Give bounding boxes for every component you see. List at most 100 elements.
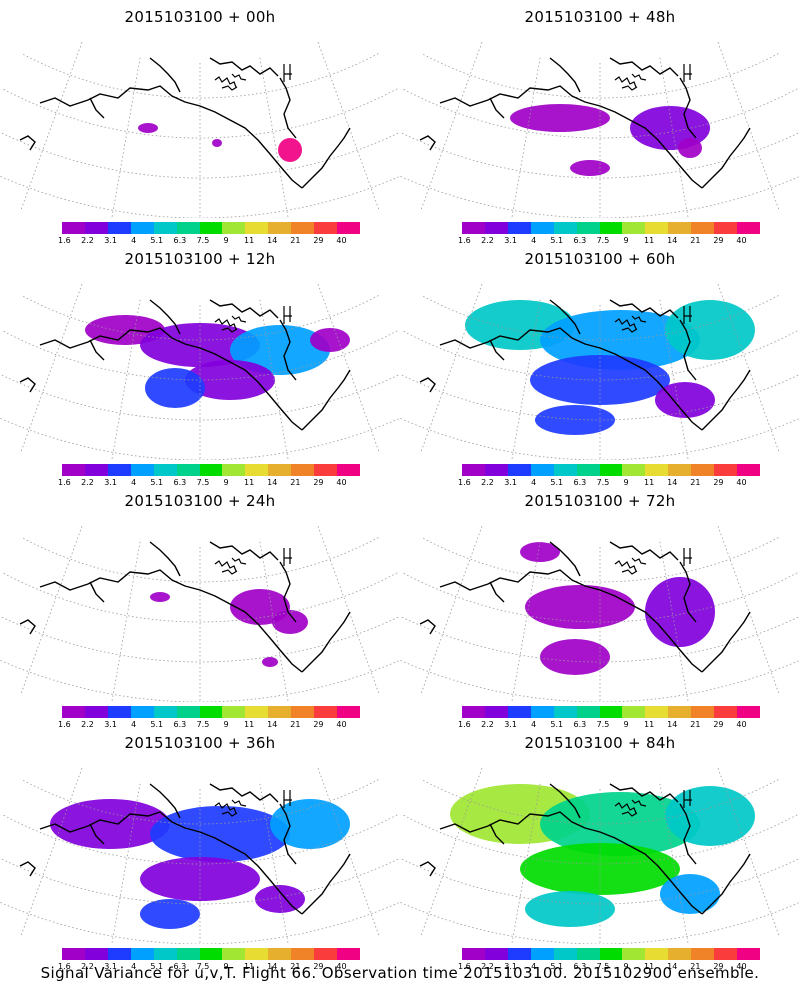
colorbar-swatch: [484, 222, 508, 234]
colorbar-swatch: [314, 222, 338, 234]
colorbar-label: 5.1: [550, 236, 564, 245]
colorbar-label: 21: [290, 478, 301, 487]
colorbar-label: 14: [267, 478, 278, 487]
coastline: [19, 299, 351, 431]
colorbar-label: 5.1: [150, 720, 164, 729]
colorbar-swatch: [691, 464, 715, 476]
colorbar-label: 2.2: [81, 720, 94, 729]
map-panel: 2015103100 + 36h 1.6 2.2 3.1 4 5.1 6.3 7.5 9 11 14…: [0, 726, 400, 971]
coastline: [419, 57, 751, 189]
colorbar-label: 11: [644, 720, 655, 729]
colorbar-label: 21: [690, 962, 701, 971]
colorbar-label: 6.3: [173, 478, 187, 487]
colorbar-swatch: [291, 948, 315, 960]
colorbar-label: 11: [644, 478, 655, 487]
map-panel: 2015103100 + 84h 1.6 2.2 3.1 4 5.1 6.3 7.5 9 11 14…: [400, 726, 800, 971]
colorbar-label: 11: [244, 236, 255, 245]
colorbar-swatch: [507, 706, 531, 718]
colorbar-label: 5.1: [550, 478, 564, 487]
colorbar-swatch: [462, 948, 485, 960]
colorbar-label: 6.3: [573, 236, 587, 245]
colorbar-swatch: [107, 222, 131, 234]
colorbar-label: 4: [131, 720, 137, 729]
colorbar-swatch: [462, 222, 485, 234]
colorbar-label: 7.5: [596, 236, 610, 245]
colorbar: [62, 948, 360, 960]
colorbar-swatch: [714, 706, 738, 718]
colorbar-label: 40: [736, 236, 747, 245]
colorbar-label: 7.5: [596, 720, 610, 729]
variance-field: [465, 300, 755, 435]
panel-title: 2015103100 + 00h: [124, 8, 276, 26]
colorbar-labels: 1.6 2.2 3.1 4 5.1 6.3 7.5 9 11 14 21 29 40: [458, 236, 760, 246]
colorbar-swatch: [268, 706, 292, 718]
colorbar-label: 1.6: [458, 236, 471, 245]
graticule: [0, 42, 400, 218]
panel-title: 2015103100 + 72h: [524, 492, 676, 510]
colorbar-swatch: [222, 706, 246, 718]
colorbar-labels: 1.6 2.2 3.1 4 5.1 6.3 7.5 9 11 14 21 29 40: [58, 720, 360, 730]
colorbar-swatch: [691, 706, 715, 718]
colorbar-label: 3.1: [504, 720, 517, 729]
colorbar-swatch: [245, 706, 269, 718]
map-panel: 2015103100 + 48h 1.6 2.2 3.1 4 5.1 6.3 7.5 9 11 14…: [400, 0, 800, 245]
colorbar-label: 11: [244, 962, 255, 971]
colorbar-swatch: [645, 464, 669, 476]
colorbar-swatch: [484, 464, 508, 476]
colorbar-swatch: [84, 464, 108, 476]
polar-map: [0, 42, 400, 218]
variance-field: [85, 315, 350, 408]
colorbar-label: 3.1: [104, 236, 117, 245]
colorbar-swatch: [484, 948, 508, 960]
colorbar-swatch: [84, 706, 108, 718]
colorbar-label: 7.5: [196, 720, 210, 729]
graticule: [400, 768, 800, 944]
colorbar-label: 6.3: [573, 720, 587, 729]
colorbar-swatch: [714, 464, 738, 476]
colorbar-label: 5.1: [150, 478, 164, 487]
colorbar-label: 3.1: [504, 962, 517, 971]
colorbar-label: 4: [531, 478, 537, 487]
colorbar-label: 3.1: [104, 478, 117, 487]
colorbar-label: 3.1: [504, 236, 517, 245]
colorbar-label: 21: [690, 720, 701, 729]
colorbar-label: 4: [131, 236, 137, 245]
colorbar-label: 2.2: [481, 478, 494, 487]
colorbar-labels: 1.6 2.2 3.1 4 5.1 6.3 7.5 9 11 14 21 29 40: [458, 962, 760, 972]
panel-title: 2015103100 + 48h: [524, 8, 676, 26]
colorbar-swatch: [691, 222, 715, 234]
colorbar-label: 2.2: [81, 962, 94, 971]
colorbar-swatch: [553, 464, 577, 476]
colorbar-label: 4: [531, 720, 537, 729]
panel-title: 2015103100 + 12h: [124, 250, 276, 268]
colorbar-swatch: [645, 706, 669, 718]
colorbar-label: 21: [690, 478, 701, 487]
polar-map: [400, 284, 800, 460]
colorbar: [462, 464, 760, 476]
colorbar-label: 5.1: [550, 720, 564, 729]
colorbar-swatch: [668, 222, 692, 234]
colorbar-label: 29: [713, 720, 724, 729]
colorbar-label: 1.6: [58, 236, 71, 245]
coastline: [419, 783, 751, 915]
colorbar-swatch: [176, 464, 200, 476]
colorbar-label: 9: [623, 962, 629, 971]
colorbar-swatch: [153, 948, 177, 960]
colorbar-swatch: [553, 948, 577, 960]
colorbar-label: 9: [223, 962, 229, 971]
colorbar-label: 29: [713, 962, 724, 971]
colorbar-label: 40: [336, 478, 347, 487]
colorbar-label: 5.1: [550, 962, 564, 971]
colorbar-swatch: [107, 948, 131, 960]
colorbar-swatch: [153, 706, 177, 718]
colorbar-swatch: [737, 948, 760, 960]
colorbar-swatch: [576, 948, 600, 960]
colorbar-label: 7.5: [196, 478, 210, 487]
colorbar-label: 9: [223, 236, 229, 245]
colorbar-label: 21: [290, 236, 301, 245]
colorbar-label: 1.6: [458, 720, 471, 729]
colorbar-swatch: [268, 464, 292, 476]
colorbar-label: 9: [623, 478, 629, 487]
colorbar-label: 21: [290, 720, 301, 729]
colorbar-swatch: [714, 222, 738, 234]
